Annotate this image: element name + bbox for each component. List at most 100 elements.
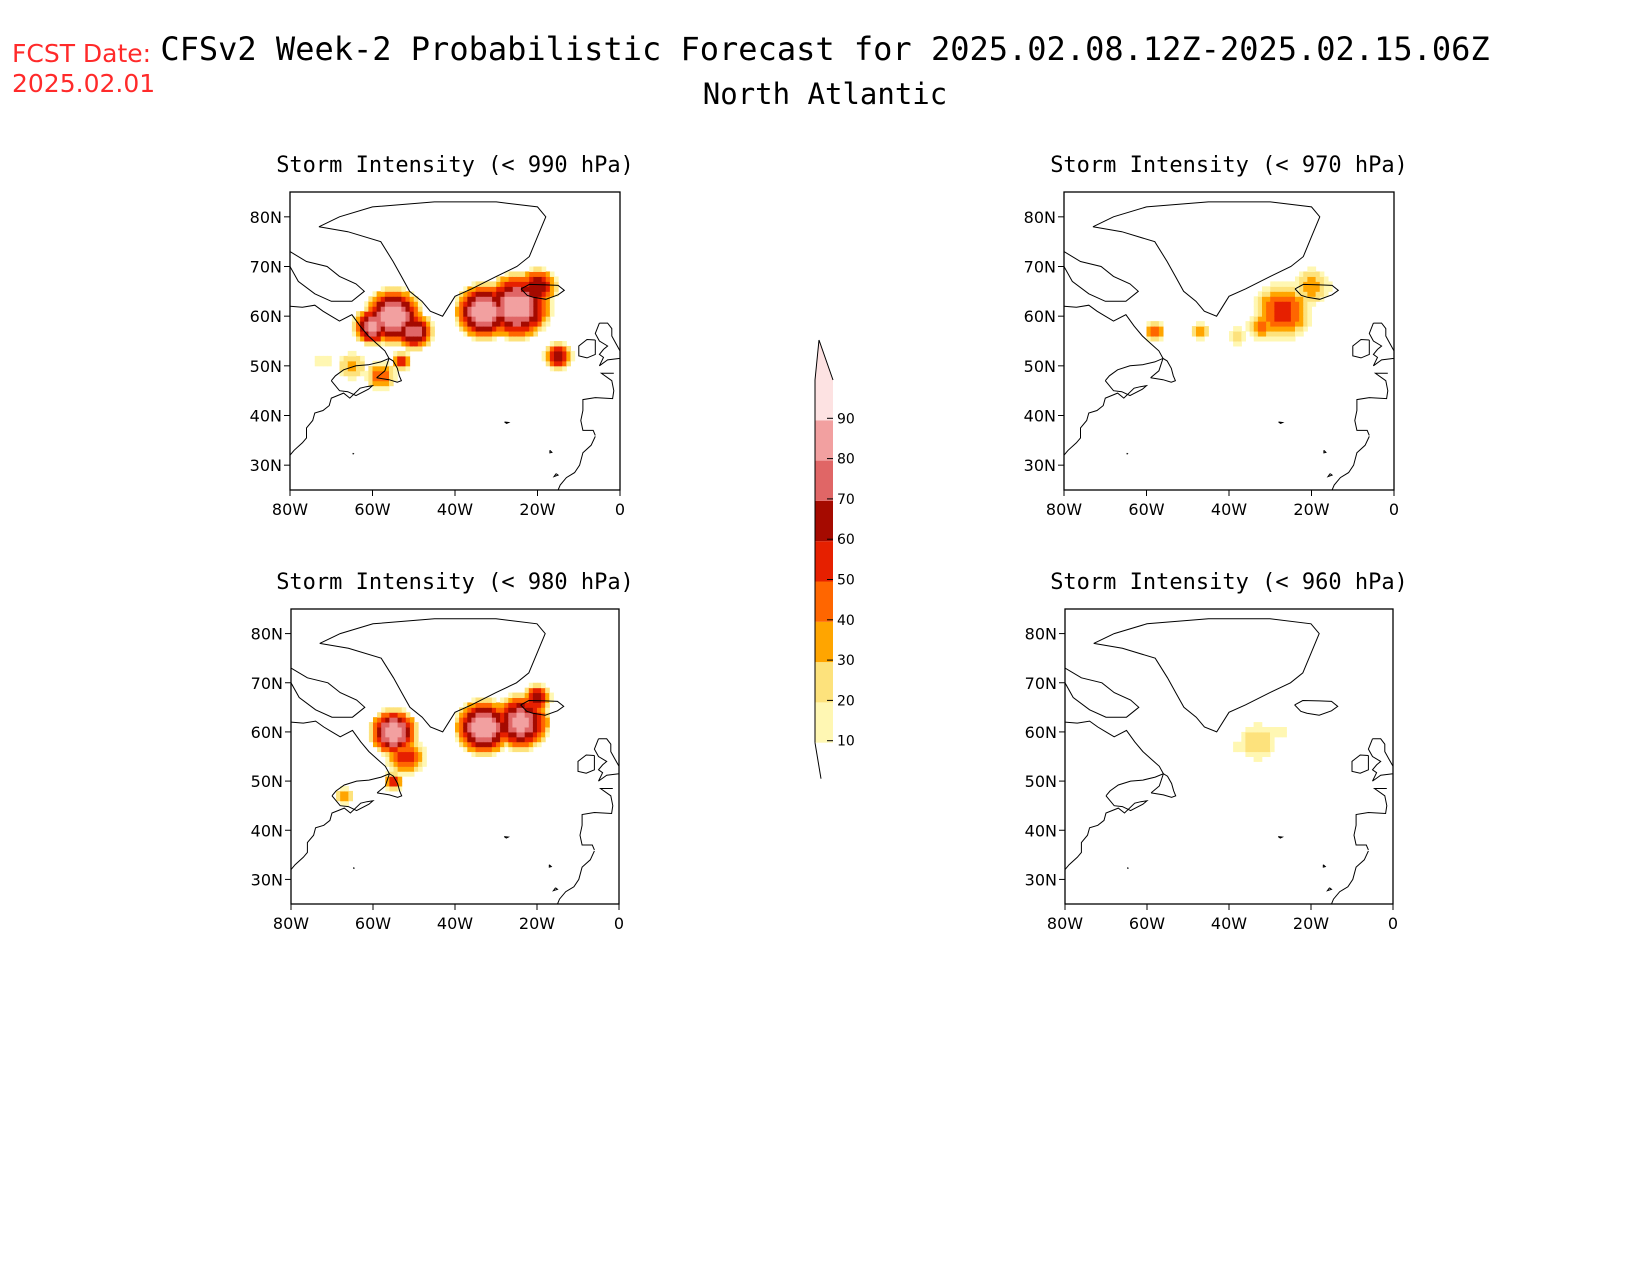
field-cell	[529, 316, 534, 322]
field-cell	[541, 311, 547, 317]
field-cell	[401, 741, 407, 748]
field-cell	[372, 321, 378, 327]
figure-subtitle: North Atlantic	[703, 77, 947, 111]
field-cell	[496, 741, 501, 748]
coastline	[1331, 436, 1370, 490]
coastline	[290, 251, 366, 302]
field-cell	[500, 326, 506, 332]
colorbar-label: 90	[837, 411, 855, 427]
field-cell	[512, 336, 518, 342]
field-cell	[521, 311, 526, 317]
field-cell	[521, 281, 526, 287]
field-cell	[376, 326, 382, 332]
field-cell	[533, 316, 539, 322]
field-cell	[1274, 286, 1280, 292]
field-cell	[475, 697, 481, 703]
field-cell	[414, 751, 419, 757]
field-cell	[385, 741, 390, 748]
field-cell	[558, 365, 563, 372]
lon-tick-label: 60W	[1129, 914, 1165, 933]
field-cell	[508, 296, 514, 302]
field-cell	[1257, 751, 1263, 757]
coastline	[376, 772, 403, 798]
field-cell	[393, 756, 399, 762]
field-cell	[516, 271, 522, 277]
field-cell	[524, 702, 530, 708]
field-cell	[1274, 336, 1280, 342]
field-cell	[479, 746, 485, 753]
field-cell	[554, 345, 559, 352]
field-cell	[541, 707, 546, 713]
field-cell	[1311, 271, 1317, 277]
field-cell	[496, 722, 501, 728]
field-cell	[314, 355, 320, 362]
field-cell	[1262, 336, 1267, 342]
field-cell	[537, 736, 542, 743]
field-cell	[562, 365, 567, 372]
field-cell	[512, 746, 517, 753]
field-cell	[554, 360, 559, 367]
field-cell	[521, 316, 526, 322]
field-cell	[389, 766, 394, 772]
field-cell	[397, 717, 403, 723]
coastline	[290, 380, 375, 456]
field-cell	[397, 316, 402, 322]
field-cell	[528, 746, 534, 753]
field-cell	[463, 746, 468, 753]
field-cell	[475, 707, 481, 713]
field-cell	[562, 341, 567, 347]
field-cell	[397, 712, 403, 718]
field-cell	[380, 311, 386, 317]
coastline	[1126, 452, 1129, 455]
field-cell	[528, 731, 534, 738]
field-cell	[381, 712, 386, 718]
field-cell	[385, 761, 390, 767]
field-cell	[516, 331, 522, 337]
field-cell	[545, 281, 551, 287]
field-cell	[492, 306, 497, 312]
field-cell	[385, 746, 390, 753]
probability-colorbar: 10 20 30 40 50 60 70 80 90	[814, 339, 855, 779]
field-cell	[545, 727, 550, 733]
field-cell	[549, 355, 555, 362]
field-cell	[496, 727, 501, 733]
field-cell	[508, 306, 514, 312]
field-cell	[521, 331, 526, 337]
field-cell	[384, 321, 390, 327]
field-cell	[475, 306, 481, 312]
field-cell	[1257, 321, 1263, 327]
field-cell	[384, 291, 390, 297]
field-cell	[483, 751, 489, 757]
field-cell	[360, 331, 365, 337]
field-cell	[1266, 326, 1271, 332]
field-cell	[1315, 281, 1321, 287]
field-cell	[491, 746, 497, 753]
field-cell	[516, 731, 522, 738]
field-cell	[389, 712, 394, 718]
field-cell	[336, 795, 341, 802]
field-cell	[521, 276, 526, 282]
field-cell	[1274, 731, 1279, 738]
field-cell	[528, 702, 534, 708]
coastline	[580, 372, 615, 436]
field-cell	[528, 717, 534, 723]
field-cell	[1299, 311, 1304, 317]
field-cell	[1241, 736, 1246, 743]
map-panel-980hpa: Storm Intensity (< 980 hPa) 80W 60W 40W 20W 0…	[251, 570, 634, 933]
field-cell	[475, 712, 481, 718]
field-cell	[496, 331, 501, 337]
field-cell	[471, 727, 476, 733]
field-cell	[426, 316, 431, 322]
field-cell	[417, 311, 423, 317]
field-cell	[393, 370, 398, 377]
field-cell	[504, 731, 509, 738]
field-cell	[479, 712, 485, 718]
field-cell	[504, 702, 509, 708]
field-cell	[549, 271, 555, 277]
field-cell	[463, 717, 468, 723]
field-cell	[496, 712, 501, 718]
field-cell	[1266, 336, 1271, 342]
field-cell	[318, 355, 324, 362]
field-cell	[479, 736, 485, 743]
field-cell	[373, 736, 378, 743]
